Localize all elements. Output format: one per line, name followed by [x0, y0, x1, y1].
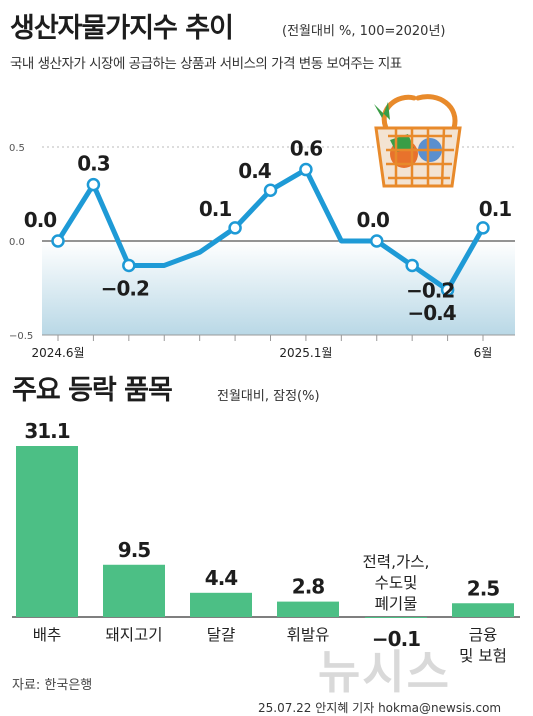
- credit-line: 25.07.22 안지혜 기자 hokma@newsis.com: [258, 701, 502, 715]
- data-point: [299, 162, 313, 177]
- bar-category-label: 전력,가스,: [363, 553, 430, 571]
- data-label: 0.3: [77, 152, 110, 176]
- bar-category-label: 수도및: [375, 574, 418, 592]
- y-tick-label: −0.5: [9, 331, 33, 342]
- data-point: [51, 234, 65, 248]
- section2-title: 주요 등락 품목: [12, 375, 173, 406]
- bar-category-label: 및 보험: [459, 647, 507, 665]
- bar-value-label: −0.1: [372, 627, 420, 651]
- data-point: [263, 183, 278, 197]
- data-label: 0.1: [479, 197, 512, 221]
- data-point: [370, 234, 384, 248]
- x-tick-label: 2025.1월: [279, 346, 332, 360]
- x-tick-label: 6월: [474, 346, 493, 360]
- bar-category-label: 금융: [469, 626, 498, 644]
- data-label: −0.2: [101, 276, 149, 300]
- source-note: 자료: 한국은행: [12, 678, 93, 693]
- bar: [16, 446, 78, 617]
- title-note: (전월대비 %, 100=2020년): [282, 24, 446, 39]
- data-point: [405, 258, 419, 273]
- bar-category-label: 휘발유: [287, 626, 330, 644]
- y-tick-label: 0.5: [9, 143, 25, 154]
- section2-note: 전월대비, 잠정(%): [217, 389, 320, 404]
- data-label: 0.6: [290, 137, 323, 161]
- watermark: 뉴시스: [318, 645, 451, 699]
- negative-area: [42, 241, 515, 335]
- data-point: [228, 221, 242, 235]
- page-title: 생산자물가지수 추이: [10, 13, 234, 44]
- bar-value-label: 4.4: [205, 566, 238, 590]
- bar-category-label: 배추: [33, 626, 62, 644]
- data-point: [122, 258, 136, 273]
- bar-category-label: 돼지고기: [105, 626, 162, 644]
- subtitle: 국내 생산자가 시장에 공급하는 상품과 서비스의 가격 변동 보여주는 지표: [10, 56, 402, 72]
- bar: [190, 592, 252, 617]
- bar-value-label: 2.8: [292, 575, 325, 599]
- data-label: 0.0: [357, 208, 390, 232]
- data-point: [86, 177, 101, 192]
- data-point: [440, 283, 455, 297]
- bar-category-label: 폐기물: [375, 595, 418, 613]
- shopping-basket-icon: [374, 94, 462, 188]
- bar: [277, 601, 339, 617]
- bar: [103, 564, 165, 617]
- bar: [452, 603, 514, 617]
- bar-category-label: 달걀: [207, 626, 236, 644]
- data-label: −0.4: [407, 301, 455, 325]
- data-label: 0.4: [238, 159, 271, 183]
- data-label: 0.0: [24, 208, 57, 232]
- y-tick-label: 0.0: [9, 237, 25, 248]
- bar-value-label: 2.5: [467, 576, 500, 600]
- bar: [365, 617, 427, 618]
- data-label: −0.2: [406, 278, 454, 302]
- bar-value-label: 31.1: [24, 419, 69, 443]
- x-tick-label: 2024.6월: [31, 346, 84, 360]
- bar-value-label: 9.5: [118, 538, 151, 562]
- data-label: 0.1: [199, 197, 232, 221]
- data-point: [476, 221, 490, 235]
